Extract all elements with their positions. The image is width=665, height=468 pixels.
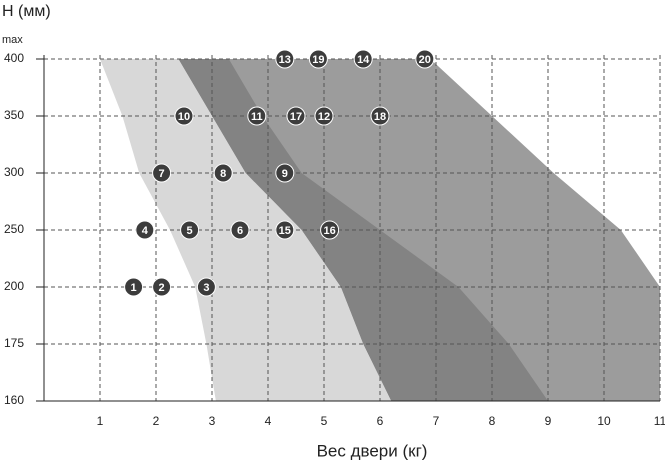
marker-circle	[353, 49, 373, 69]
marker: 12	[314, 106, 334, 126]
x-tick-label: 2	[153, 414, 160, 428]
marker-circle	[213, 163, 233, 183]
y-tick-label: 400	[4, 51, 24, 65]
marker-label: 13	[279, 54, 291, 66]
marker: 10	[174, 106, 194, 126]
marker-circle	[180, 220, 200, 240]
marker: 9	[275, 163, 295, 183]
marker-label: 7	[159, 168, 165, 180]
marker-label: 18	[374, 111, 386, 123]
marker: 5	[180, 220, 200, 240]
marker-label: 12	[318, 111, 330, 123]
marker-label: 4	[142, 225, 149, 237]
marker: 8	[213, 163, 233, 183]
marker: 11	[247, 106, 267, 126]
y-axis-title: H (мм)	[2, 3, 51, 20]
marker-label: 3	[203, 282, 209, 294]
marker-circle	[152, 277, 172, 297]
marker-circle	[320, 220, 340, 240]
marker: 19	[308, 49, 328, 69]
marker-label: 11	[251, 111, 263, 123]
marker: 3	[196, 277, 216, 297]
x-tick-label: 11	[654, 414, 665, 428]
marker: 6	[230, 220, 250, 240]
marker-circle	[275, 220, 295, 240]
marker-circle	[124, 277, 144, 297]
marker: 17	[286, 106, 306, 126]
marker-label: 17	[290, 111, 302, 123]
marker: 4	[135, 220, 155, 240]
marker-circle	[230, 220, 250, 240]
x-tick-label: 9	[545, 414, 552, 428]
y-tick-label: 250	[4, 222, 24, 236]
marker: 2	[152, 277, 172, 297]
marker: 20	[415, 49, 435, 69]
marker-circle	[286, 106, 306, 126]
x-tick-label: 6	[377, 414, 384, 428]
marker: 15	[275, 220, 295, 240]
marker-label: 20	[419, 54, 431, 66]
x-tick-label: 3	[209, 414, 216, 428]
marker-circle	[370, 106, 390, 126]
x-tick-label: 10	[597, 414, 611, 428]
marker: 1	[124, 277, 144, 297]
marker-circle	[152, 163, 172, 183]
x-tick-label: 8	[489, 414, 496, 428]
marker: 18	[370, 106, 390, 126]
marker-label: 14	[357, 54, 370, 66]
marker-circle	[135, 220, 155, 240]
y-tick-label: 175	[4, 336, 24, 350]
x-axis-title: Вес двери (кг)	[317, 441, 428, 460]
marker-circle	[275, 163, 295, 183]
y-tick-label: 160	[4, 393, 24, 407]
marker: 13	[275, 49, 295, 69]
marker-circle	[247, 106, 267, 126]
x-tick-label: 1	[97, 414, 104, 428]
marker-label: 6	[237, 225, 243, 237]
y-tick-label: 300	[4, 165, 24, 179]
marker-circle	[174, 106, 194, 126]
area	[178, 59, 548, 401]
marker: 14	[353, 49, 373, 69]
marker-label: 10	[178, 111, 190, 123]
marker-label: 8	[220, 168, 226, 180]
x-tick-label: 4	[265, 414, 272, 428]
marker-label: 9	[282, 168, 288, 180]
marker-circle	[308, 49, 328, 69]
marker-circle	[196, 277, 216, 297]
marker-label: 19	[312, 54, 324, 66]
marker-label: 16	[323, 225, 335, 237]
marker-label: 5	[187, 225, 193, 237]
y-tick-label: 200	[4, 279, 24, 293]
marker-label: 15	[279, 225, 291, 237]
marker-label: 1	[131, 282, 137, 294]
marker: 7	[152, 163, 172, 183]
x-tick-label: 5	[321, 414, 328, 428]
marker-circle	[415, 49, 435, 69]
y-note: max	[2, 34, 23, 46]
y-tick-label: 350	[4, 108, 24, 122]
area	[178, 59, 660, 401]
marker-circle	[275, 49, 295, 69]
marker-label: 2	[159, 282, 165, 294]
marker-circle	[314, 106, 334, 126]
marker: 16	[320, 220, 340, 240]
x-tick-label: 7	[433, 414, 440, 428]
